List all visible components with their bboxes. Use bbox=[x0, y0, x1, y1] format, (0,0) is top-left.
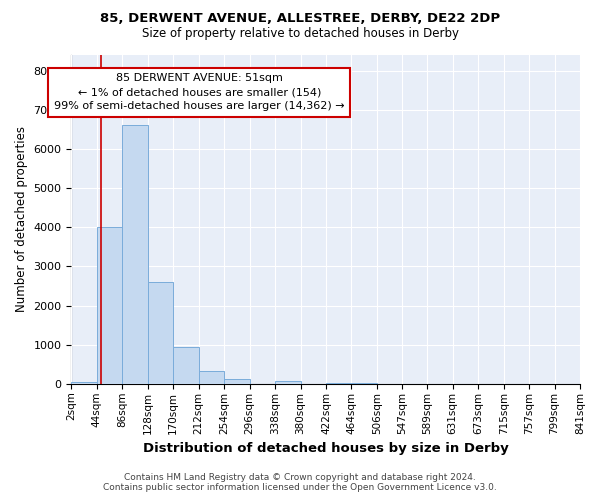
Text: 85, DERWENT AVENUE, ALLESTREE, DERBY, DE22 2DP: 85, DERWENT AVENUE, ALLESTREE, DERBY, DE… bbox=[100, 12, 500, 26]
Bar bbox=[97, 228, 122, 384]
Bar bbox=[148, 282, 173, 384]
Bar bbox=[326, 382, 352, 384]
Text: 85 DERWENT AVENUE: 51sqm
← 1% of detached houses are smaller (154)
99% of semi-d: 85 DERWENT AVENUE: 51sqm ← 1% of detache… bbox=[54, 73, 344, 111]
Y-axis label: Number of detached properties: Number of detached properties bbox=[15, 126, 28, 312]
Bar bbox=[275, 381, 301, 384]
Bar bbox=[224, 379, 250, 384]
Text: Size of property relative to detached houses in Derby: Size of property relative to detached ho… bbox=[142, 28, 458, 40]
Bar bbox=[122, 126, 148, 384]
Bar bbox=[173, 346, 199, 384]
Bar bbox=[352, 383, 377, 384]
Bar bbox=[71, 382, 97, 384]
X-axis label: Distribution of detached houses by size in Derby: Distribution of detached houses by size … bbox=[143, 442, 509, 455]
Text: Contains HM Land Registry data © Crown copyright and database right 2024.
Contai: Contains HM Land Registry data © Crown c… bbox=[103, 473, 497, 492]
Bar bbox=[199, 371, 224, 384]
